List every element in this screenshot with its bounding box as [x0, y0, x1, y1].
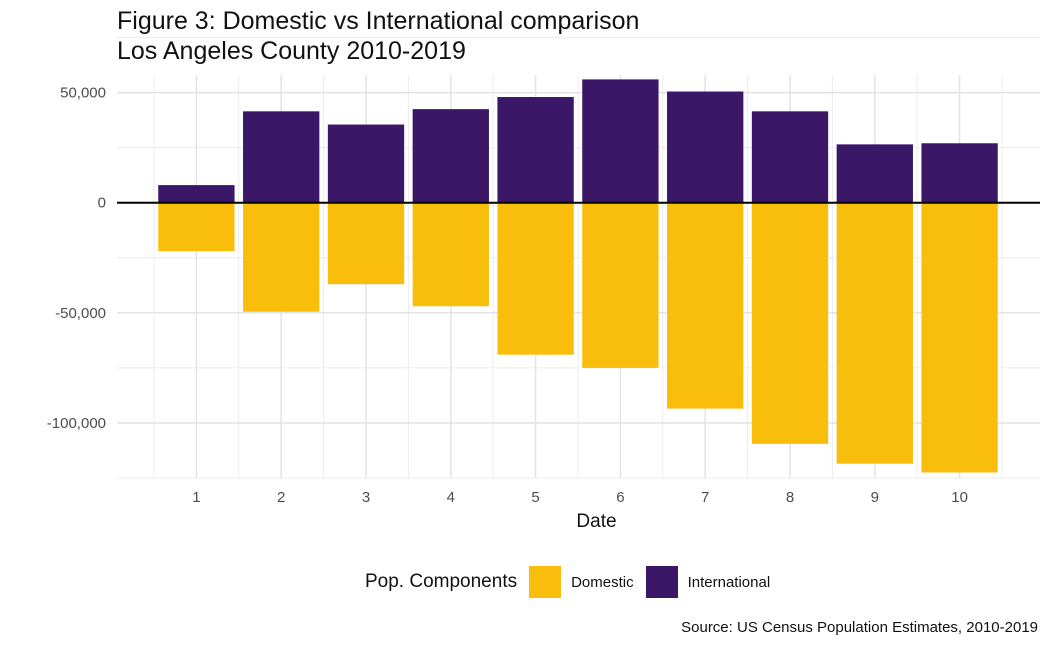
- chart-title: Figure 3: Domestic vs International comp…: [117, 7, 640, 35]
- legend-title: Pop. Components: [365, 571, 518, 592]
- x-tick-label: 8: [786, 489, 794, 506]
- legend-label-domestic: Domestic: [571, 573, 634, 591]
- source-caption: Source: US Census Population Estimates, …: [681, 619, 1038, 636]
- x-tick-label: 5: [531, 489, 539, 506]
- x-tick-label: 9: [871, 489, 879, 506]
- bar-international: [243, 111, 320, 203]
- legend-label-international: International: [687, 573, 771, 591]
- bar-domestic: [836, 202, 913, 464]
- x-tick-label: 2: [277, 489, 285, 506]
- bar-domestic: [327, 202, 405, 285]
- y-tick-label: -100,000: [47, 415, 106, 432]
- x-tick-label: 6: [616, 489, 624, 506]
- legend: Pop. Components Domestic International: [365, 566, 782, 598]
- bar-domestic: [243, 202, 320, 312]
- bar-international: [582, 79, 659, 203]
- x-tick-label: 1: [192, 489, 200, 506]
- x-tick-label: 3: [362, 489, 370, 506]
- y-tick-label: -50,000: [55, 305, 106, 322]
- bar-domestic: [158, 202, 235, 252]
- bar-international: [158, 185, 235, 203]
- bar-domestic: [751, 202, 829, 444]
- bar-domestic: [497, 202, 574, 355]
- bar-international: [667, 91, 744, 203]
- bar-domestic: [582, 202, 659, 368]
- y-tick-label: 50,000: [60, 85, 106, 102]
- x-tick-label: 10: [951, 489, 968, 506]
- legend-key-domestic: [529, 566, 562, 598]
- y-tick-label: 0: [98, 195, 106, 212]
- chart-subtitle: Los Angeles County 2010-2019: [117, 37, 466, 65]
- legend-key-international: [645, 566, 678, 598]
- x-axis-label: Date: [576, 511, 616, 532]
- bar-international: [412, 109, 489, 203]
- bar-international: [836, 144, 913, 203]
- bar-domestic: [667, 202, 744, 409]
- bar-international: [497, 97, 574, 203]
- bar-international: [921, 143, 998, 203]
- chart-area: -100,000 -50,000 0 50,000 1 2 3 4 5 6 7 8 9 10 Date: [47, 37, 1040, 532]
- bar-domestic: [921, 202, 998, 473]
- bar-domestic: [412, 202, 489, 307]
- x-tick-label: 4: [447, 489, 455, 506]
- x-tick-label: 7: [701, 489, 709, 506]
- bar-international: [751, 111, 829, 203]
- bar-international: [327, 124, 405, 203]
